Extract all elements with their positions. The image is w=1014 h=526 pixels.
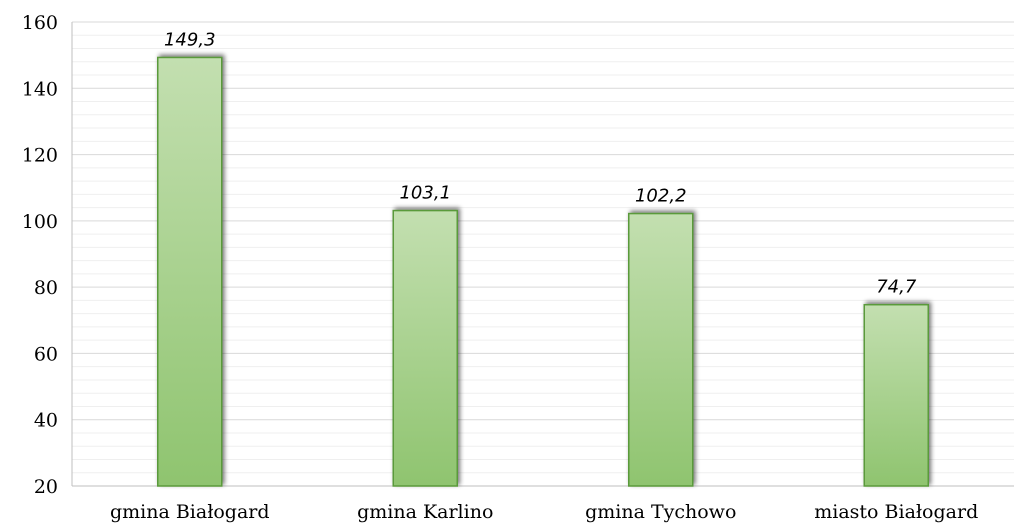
y-tick-label: 160 (22, 12, 58, 34)
y-tick-label: 40 (34, 410, 58, 432)
bar-0 (157, 56, 223, 487)
y-tick-label: 100 (22, 211, 58, 233)
x-tick-label: gmina Karlino (357, 501, 493, 523)
bars (157, 56, 929, 487)
x-tick-label: gmina Tychowo (585, 501, 736, 523)
y-tick-label: 20 (34, 476, 58, 498)
y-tick-label: 80 (34, 277, 58, 299)
bar-1 (392, 209, 458, 487)
labels: 20 40 60 80 100 120 140 160 149,3 gmina Białogard… (22, 12, 979, 523)
x-tick-label: miasto Białogard (814, 501, 978, 523)
x-tick-label: gmina Białogard (110, 501, 270, 523)
bar-3 (863, 303, 929, 487)
y-tick-label: 60 (34, 343, 58, 365)
y-tick-label: 140 (22, 78, 58, 100)
axes (71, 22, 1014, 487)
data-label: 103,1 (399, 183, 451, 204)
y-tick-label: 120 (22, 145, 58, 167)
data-label: 102,2 (635, 186, 687, 207)
data-label: 149,3 (164, 29, 216, 50)
bar-2 (628, 212, 694, 487)
data-label: 74,7 (876, 277, 917, 298)
